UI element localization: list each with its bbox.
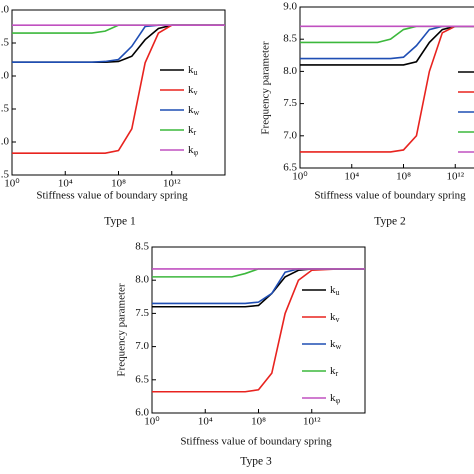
y-tick-label: 7.5 [135,307,149,319]
x-tick-label: 10⁸ [111,178,126,190]
y-tick-label: 8.0 [135,274,149,286]
x-tick-label: 10⁰ [144,416,160,428]
legend-label: kv [330,311,340,324]
x-tick-label: 10¹² [446,171,464,183]
legend-label: kw [330,338,342,351]
series-line [12,24,225,63]
y-axis-label: Frequency parameter [260,41,272,134]
y-tick-label: 6.5 [135,373,149,385]
series-group [152,268,365,393]
y-tick-label: 9.0 [283,1,297,13]
series-group [300,25,474,153]
x-axis-label: Stiffness value of boundary spring [180,436,332,448]
y-tick-label: 7.0 [283,129,297,141]
y-tick-label: 8.0 [283,65,297,77]
series-line [12,24,225,34]
series-group [12,24,225,155]
x-tick-label: 10¹² [303,416,321,428]
y-tick-label: .5 [1,103,10,115]
legend-label: kr [330,365,339,378]
legend-label: ku [330,284,340,297]
y-axis-label: Frequency parameter [116,283,128,376]
x-axis-label: Stiffness value of boundary spring [36,190,188,202]
chart-title: Type 3 [240,456,272,468]
legend-label: ku [188,64,198,77]
y-tick-label: 6.0 [135,407,149,419]
y-tick-label: 6.5 [283,162,297,174]
y-tick-label: .5 [1,169,10,181]
plot-frame [299,6,474,169]
x-tick-label: 10⁰ [4,178,20,190]
legend-label: kφ [188,144,199,157]
plot-frame [151,246,366,414]
legend-label: kφ [330,392,341,405]
x-tick-label: 10⁰ [292,171,308,183]
y-tick-label: .0 [1,70,10,82]
y-tick-label: .0 [1,4,10,16]
x-tick-label: 10⁴ [198,416,213,428]
y-tick-label: 8.5 [135,241,149,253]
series-line [152,268,365,393]
x-tick-label: 10⁸ [251,416,266,428]
x-axis-label: Stiffness value of boundary spring [314,190,466,202]
x-tick-label: 10⁸ [396,171,411,183]
legend-label: kr [188,124,197,137]
y-tick-label: .5 [1,37,10,49]
x-tick-label: 10⁴ [344,171,359,183]
y-tick-label: 8.5 [283,33,297,45]
legend-label: kw [188,104,200,117]
series-line [300,25,474,153]
series-line [152,268,365,278]
x-tick-label: 10¹² [163,178,181,190]
x-tick-label: 10⁴ [58,178,73,190]
chart-title: Type 1 [104,216,136,228]
y-tick-label: 7.5 [283,97,297,109]
series-line [12,24,225,63]
y-tick-label: 7.0 [135,340,149,352]
y-tick-label: .0 [1,136,10,148]
legend-label: kv [188,84,198,97]
chart-title: Type 2 [374,216,406,228]
